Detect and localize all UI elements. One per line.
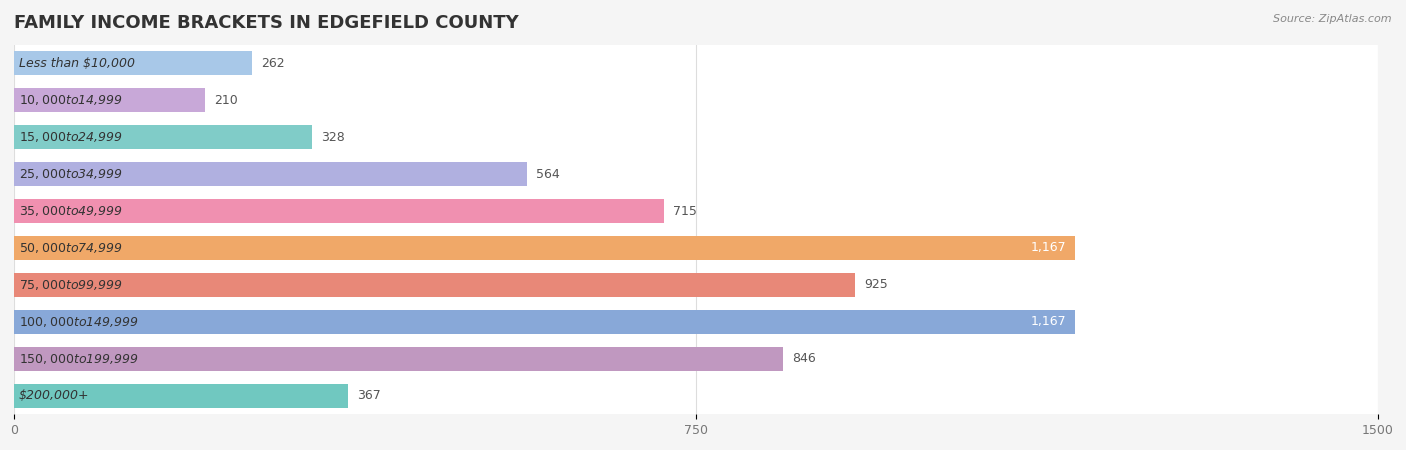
Text: 925: 925	[865, 279, 889, 291]
Bar	[14, 162, 527, 186]
Text: $200,000+: $200,000+	[18, 389, 89, 402]
Bar	[14, 383, 347, 408]
Text: 715: 715	[673, 205, 697, 217]
Bar	[14, 310, 1076, 334]
Bar	[14, 119, 1378, 156]
Text: 328: 328	[322, 131, 344, 144]
Text: 262: 262	[262, 57, 285, 70]
Bar	[14, 82, 1378, 119]
Bar	[14, 377, 1378, 414]
Text: $35,000 to $49,999: $35,000 to $49,999	[18, 204, 122, 218]
Bar	[14, 45, 1378, 82]
Bar	[14, 193, 1378, 230]
Bar	[14, 303, 1378, 340]
Text: $150,000 to $199,999: $150,000 to $199,999	[18, 351, 138, 366]
Bar	[14, 273, 855, 297]
Text: 1,167: 1,167	[1031, 242, 1066, 254]
Text: 1,167: 1,167	[1031, 315, 1066, 328]
Text: $15,000 to $24,999: $15,000 to $24,999	[18, 130, 122, 144]
Bar	[14, 156, 1378, 193]
Text: Less than $10,000: Less than $10,000	[18, 57, 135, 70]
Text: $25,000 to $34,999: $25,000 to $34,999	[18, 167, 122, 181]
Text: $50,000 to $74,999: $50,000 to $74,999	[18, 241, 122, 255]
Bar	[14, 199, 664, 223]
Text: 210: 210	[214, 94, 238, 107]
Bar	[14, 230, 1378, 266]
Bar	[14, 88, 205, 112]
Bar	[14, 346, 783, 371]
Text: 367: 367	[357, 389, 381, 402]
Text: 564: 564	[536, 168, 560, 180]
Text: 846: 846	[793, 352, 815, 365]
Bar	[14, 51, 252, 76]
Bar	[14, 125, 312, 149]
Text: $75,000 to $99,999: $75,000 to $99,999	[18, 278, 122, 292]
Bar	[14, 236, 1076, 260]
Text: $10,000 to $14,999: $10,000 to $14,999	[18, 93, 122, 108]
Text: FAMILY INCOME BRACKETS IN EDGEFIELD COUNTY: FAMILY INCOME BRACKETS IN EDGEFIELD COUN…	[14, 14, 519, 32]
Text: $100,000 to $149,999: $100,000 to $149,999	[18, 315, 138, 329]
Bar	[14, 266, 1378, 303]
Text: Source: ZipAtlas.com: Source: ZipAtlas.com	[1274, 14, 1392, 23]
Bar	[14, 340, 1378, 377]
